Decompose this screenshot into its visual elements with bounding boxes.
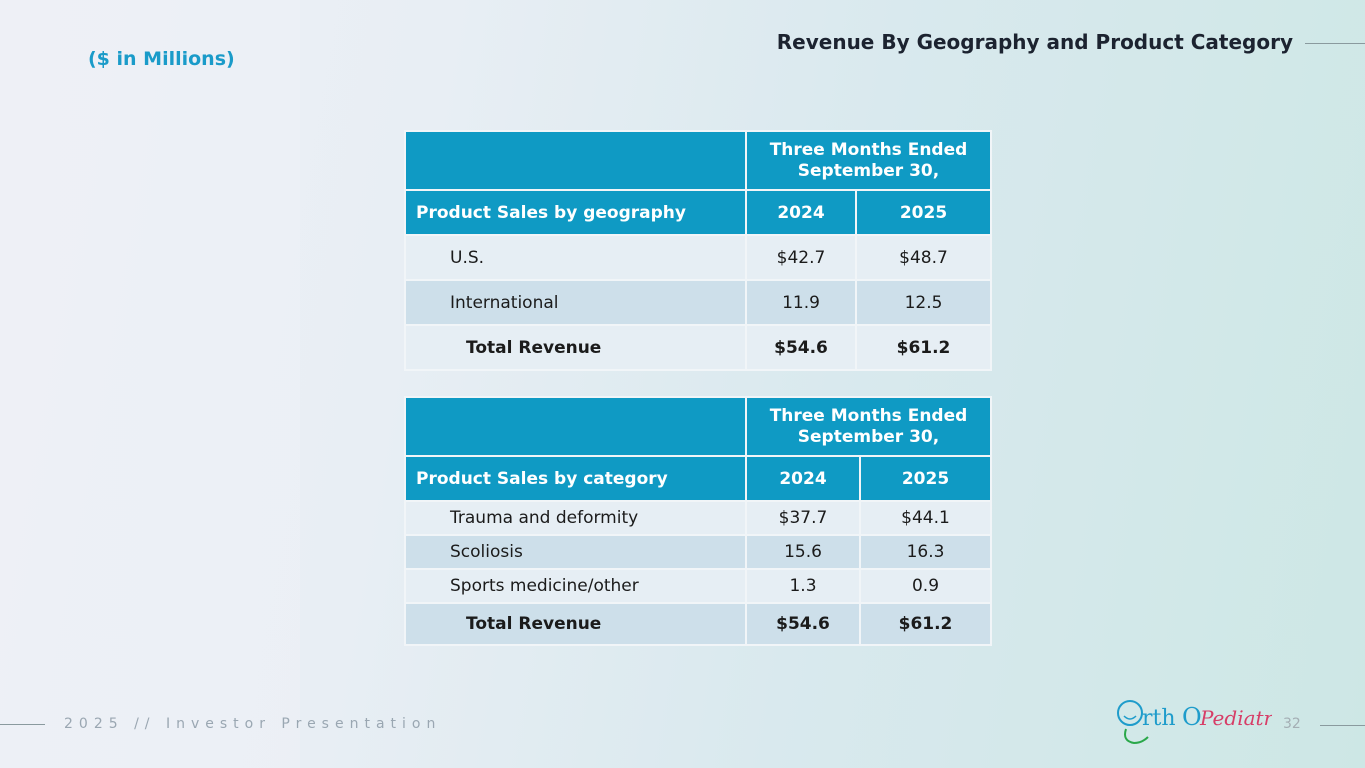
cell-2024: $37.7 bbox=[745, 500, 861, 536]
label-header: Product Sales by geography bbox=[404, 189, 747, 236]
cell-2024: 15.6 bbox=[745, 534, 861, 570]
year-header: 2025 bbox=[855, 189, 992, 236]
cell-2024: $42.7 bbox=[745, 234, 857, 281]
label-header: Product Sales by category bbox=[404, 455, 747, 502]
category-table: Three Months Ended September 30, Product… bbox=[404, 396, 992, 646]
cell-2025: $61.2 bbox=[859, 602, 992, 646]
footer-text: 2025 // Investor Presentation bbox=[64, 716, 442, 732]
logo-smiley-icon: rth O Pediatrics bbox=[1117, 700, 1301, 745]
cell-2024: $54.6 bbox=[745, 602, 861, 646]
table-row: Scoliosis 15.6 16.3 bbox=[404, 534, 992, 570]
title-divider bbox=[1305, 43, 1365, 44]
cell-2024: 11.9 bbox=[745, 279, 857, 326]
table-row: Sports medicine/other 1.3 0.9 bbox=[404, 568, 992, 604]
cell-2025: 16.3 bbox=[859, 534, 992, 570]
total-row: Total Revenue $54.6 $61.2 bbox=[404, 324, 992, 371]
cell-2025: $61.2 bbox=[855, 324, 992, 371]
page-title: Revenue By Geography and Product Categor… bbox=[776, 30, 1293, 54]
svg-text:O: O bbox=[1182, 703, 1202, 731]
row-label: Sports medicine/other bbox=[404, 568, 747, 604]
year-header: 2025 bbox=[859, 455, 992, 502]
row-label: U.S. bbox=[404, 234, 747, 281]
table-row: International 11.9 12.5 bbox=[404, 279, 992, 326]
year-header: 2024 bbox=[745, 455, 861, 502]
svg-text:Pediatrics: Pediatrics bbox=[1199, 706, 1272, 730]
period-header: Three Months Ended September 30, bbox=[745, 130, 992, 191]
cell-2025: $48.7 bbox=[855, 234, 992, 281]
row-label: Trauma and deformity bbox=[404, 500, 747, 536]
period-header: Three Months Ended September 30, bbox=[745, 396, 992, 457]
page-number: 32 bbox=[1283, 716, 1301, 732]
footer-divider bbox=[0, 724, 45, 725]
footer-divider bbox=[1320, 725, 1365, 726]
cell-2025: 12.5 bbox=[855, 279, 992, 326]
geography-table: Three Months Ended September 30, Product… bbox=[404, 130, 992, 371]
svg-text:rth: rth bbox=[1142, 706, 1176, 731]
blank-header bbox=[404, 396, 747, 457]
row-label: International bbox=[404, 279, 747, 326]
orthopediatrics-logo: rth O Pediatrics bbox=[1112, 693, 1301, 753]
table-row: Trauma and deformity $37.7 $44.1 bbox=[404, 500, 992, 536]
units-note: ($ in Millions) bbox=[88, 48, 235, 70]
row-label: Scoliosis bbox=[404, 534, 747, 570]
total-row: Total Revenue $54.6 $61.2 bbox=[404, 602, 992, 646]
cell-2024: 1.3 bbox=[745, 568, 861, 604]
cell-2024: $54.6 bbox=[745, 324, 857, 371]
year-header: 2024 bbox=[745, 189, 857, 236]
table-row: U.S. $42.7 $48.7 bbox=[404, 234, 992, 281]
blank-header bbox=[404, 130, 747, 191]
cell-2025: $44.1 bbox=[859, 500, 992, 536]
row-label: Total Revenue bbox=[404, 324, 747, 371]
row-label: Total Revenue bbox=[404, 602, 747, 646]
cell-2025: 0.9 bbox=[859, 568, 992, 604]
background-panel bbox=[0, 0, 300, 768]
